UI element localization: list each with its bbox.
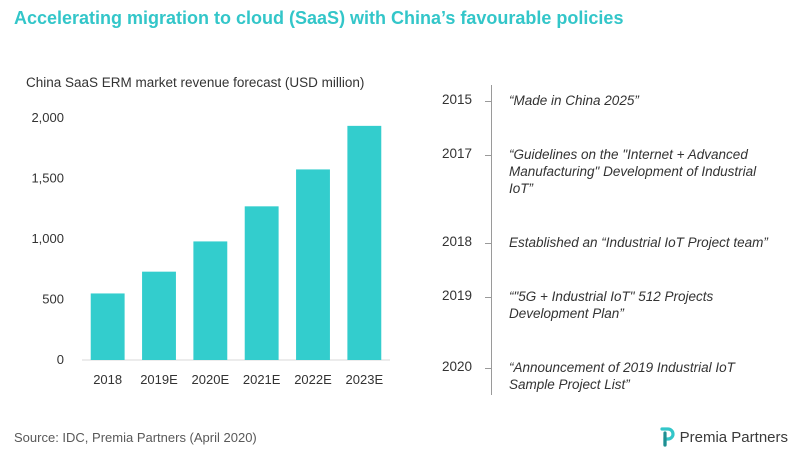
x-tick-label: 2021E [243, 372, 281, 387]
y-tick-label: 0 [57, 352, 64, 367]
timeline-year: 2020 [442, 359, 473, 374]
x-tick-label: 2022E [294, 372, 332, 387]
timeline-tick [485, 101, 491, 102]
timeline-tick [485, 155, 491, 156]
timeline-year: 2019 [442, 288, 473, 303]
revenue-bar-chart: 0 500 1,000 1,500 2,000 2018 2019E 2020E 2021E 20… [31, 110, 390, 387]
y-tick-label: 2,000 [31, 110, 64, 125]
bar-2022E [296, 169, 330, 360]
timeline-text: “Made in China 2025” [509, 93, 639, 108]
timeline-year: 2015 [442, 92, 473, 107]
premia-logo-icon [660, 427, 675, 447]
timeline-item-2020: 2020 “Announcement of 2019 Industrial Io… [0, 359, 800, 392]
bar-2021E [244, 206, 279, 360]
chart-title: China SaaS ERM market revenue forecast (… [26, 75, 365, 90]
timeline-item-2017: 2017 “Guidelines on the "Internet + Adva… [0, 146, 800, 196]
source-note: Source: IDC, Premia Partners (April 2020… [14, 430, 257, 445]
timeline-text: “Announcement of 2019 Industrial IoT Sam… [509, 360, 735, 392]
page-title: Accelerating migration to cloud (SaaS) w… [14, 8, 624, 28]
timeline-text: “Guidelines on the "Internet + Advanced … [509, 147, 757, 196]
logo-text: Premia Partners [679, 428, 788, 446]
bar-2023E [347, 125, 382, 361]
timeline-year: 2017 [442, 146, 473, 161]
y-tick-label: 1,000 [31, 231, 64, 246]
y-tick-label: 1,500 [31, 171, 64, 186]
timeline-axis [491, 85, 492, 395]
bar-2019E [142, 271, 176, 360]
timeline-year: 2018 [442, 234, 473, 249]
timeline-item-2015: 2015 “Made in China 2025” [0, 92, 800, 108]
bar-2020E [193, 241, 228, 360]
company-logo: Premia Partners [658, 427, 788, 447]
timeline-text: “"5G + Industrial IoT" 512 Projects Deve… [509, 289, 714, 321]
x-tick-label: 2019E [140, 372, 178, 387]
y-tick-label: 500 [42, 292, 64, 307]
timeline-tick [485, 297, 491, 298]
timeline-item-2018: 2018 Established an “Industrial IoT Proj… [0, 234, 800, 250]
x-tick-label: 2020E [192, 372, 230, 387]
x-tick-label: 2018 [93, 372, 122, 387]
timeline-item-2019: 2019 “"5G + Industrial IoT" 512 Projects… [0, 288, 800, 321]
timeline-tick [485, 243, 491, 244]
x-tick-label: 2023E [346, 372, 384, 387]
timeline-tick [485, 368, 491, 369]
timeline-text: Established an “Industrial IoT Project t… [509, 235, 768, 250]
bar-2018 [90, 293, 125, 360]
